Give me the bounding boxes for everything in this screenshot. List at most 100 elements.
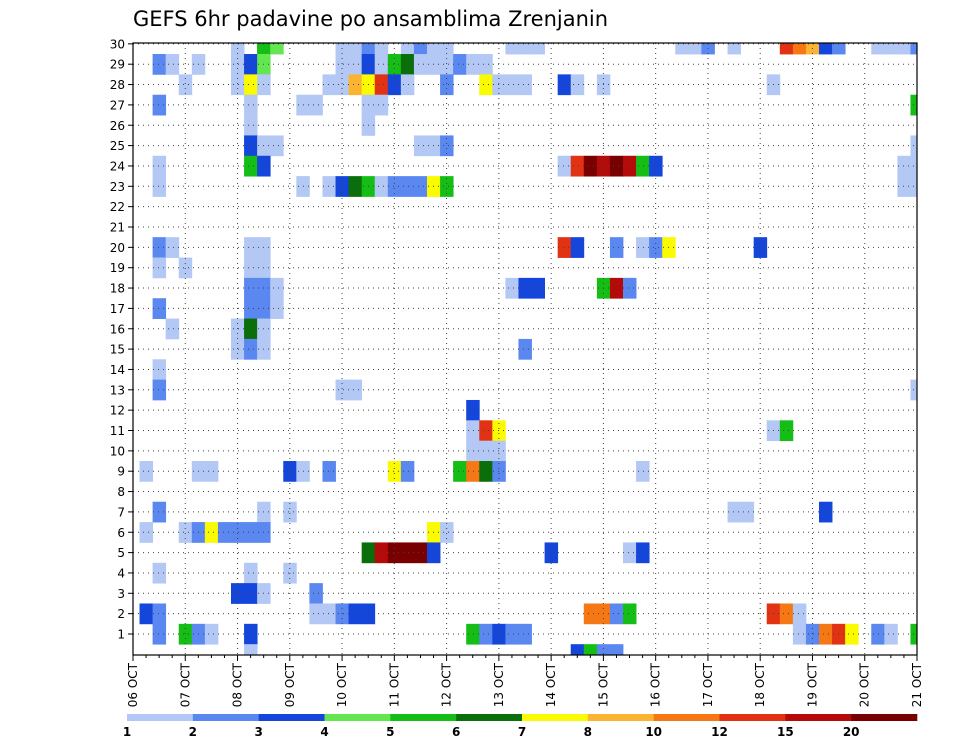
heatmap-cell	[152, 155, 167, 177]
heatmap-cell	[387, 542, 402, 564]
heatmap-cell	[924, 34, 937, 55]
heatmap-cell	[348, 379, 363, 401]
heatmap-cell	[387, 461, 402, 482]
heatmap-cell	[505, 43, 519, 55]
heatmap-cell	[466, 623, 480, 645]
heatmap-cell	[244, 338, 258, 360]
colorbar-swatch	[653, 714, 720, 721]
heatmap-cell	[217, 522, 232, 543]
y-tick-label: 14	[110, 363, 125, 377]
y-tick-label: 13	[110, 383, 125, 397]
x-tick-label: 14 OCT	[544, 662, 558, 707]
heatmap-cell	[440, 176, 454, 197]
y-tick-label: 18	[110, 282, 125, 296]
heatmap-cell	[231, 54, 245, 75]
y-tick-label: 22	[110, 200, 125, 214]
heatmap-cell	[413, 542, 428, 564]
heatmap-cell	[309, 603, 323, 625]
heatmap-cell	[270, 43, 284, 55]
y-tick-label: 7	[117, 505, 125, 519]
y-tick-label: 23	[110, 180, 125, 194]
heatmap-cell	[440, 54, 454, 75]
x-tick-label: 15 OCT	[596, 662, 610, 707]
heatmap-cell	[466, 420, 480, 442]
y-tick-label: 5	[117, 546, 125, 560]
heatmap-cell	[165, 54, 180, 75]
colorbar-swatch	[390, 714, 457, 721]
colorbar-label: 3	[254, 725, 262, 739]
y-tick-label: 21	[110, 221, 125, 235]
heatmap-cell	[413, 176, 428, 197]
heatmap-cell	[348, 74, 363, 96]
colorbar-swatch	[785, 714, 852, 721]
colorbar-swatch	[324, 714, 391, 721]
heatmap-cell	[257, 43, 271, 55]
heatmap-cell	[178, 623, 193, 645]
heatmap-cell	[583, 644, 598, 655]
heatmap-cell	[139, 461, 153, 482]
heatmap-cell	[400, 176, 415, 197]
heatmap-cell	[440, 43, 454, 55]
heatmap-cell	[322, 461, 336, 482]
heatmap-cell	[518, 43, 532, 55]
heatmap-cell	[779, 420, 794, 442]
heatmap-cell	[348, 176, 363, 197]
heatmap-cell	[518, 338, 532, 360]
heatmap-cell	[348, 54, 363, 75]
heatmap-cell	[335, 43, 349, 55]
heatmap-cell	[779, 603, 794, 625]
heatmap-cell	[374, 94, 389, 116]
heatmap-cell	[400, 461, 415, 482]
heatmap-cell	[897, 155, 911, 177]
heatmap-cell	[152, 562, 167, 584]
heatmap-cell	[596, 644, 611, 655]
y-tick-label: 24	[110, 159, 125, 173]
x-axis-ticks: 06 OCT 07 OCT 08 OCT 09 OCT 10 OCT 11 OCT 12 O…	[126, 655, 924, 707]
heatmap-cell	[152, 359, 167, 381]
heatmap-cell	[440, 522, 454, 543]
heatmap-cell	[270, 298, 284, 319]
heatmap-cell	[152, 603, 167, 625]
y-tick-label: 15	[110, 343, 125, 357]
heatmap-cell	[636, 461, 650, 482]
heatmap-cell	[244, 115, 258, 136]
y-tick-label: 6	[117, 526, 125, 540]
heatmap-cell	[897, 43, 911, 55]
colorbar-swatch	[719, 714, 786, 721]
heatmap-cell	[387, 176, 402, 197]
heatmap-cell	[832, 43, 846, 55]
heatmap-cell	[557, 74, 572, 96]
heatmap-cell	[871, 43, 885, 55]
x-tick-label: 19 OCT	[805, 662, 819, 707]
heatmap-cell	[152, 501, 167, 523]
heatmap-cell	[492, 420, 506, 442]
heatmap-cell	[244, 318, 258, 340]
heatmap-cell	[531, 43, 545, 55]
y-tick-label: 8	[117, 485, 125, 499]
heatmap-cell	[636, 542, 650, 564]
heatmap-cell	[139, 603, 153, 625]
x-tick-label: 07 OCT	[178, 662, 192, 707]
colorbar-swatch	[192, 714, 259, 721]
colorbar-label: 10	[645, 725, 662, 739]
heatmap-cell	[322, 603, 336, 625]
heatmap-cell	[244, 644, 258, 655]
heatmap-cell	[139, 522, 153, 543]
y-tick-label: 11	[110, 424, 125, 438]
x-tick-label: 12 OCT	[440, 662, 454, 707]
heatmap-cell	[244, 562, 258, 584]
heatmap-cell	[649, 155, 663, 177]
heatmap-cell	[479, 54, 493, 75]
y-tick-label: 9	[117, 465, 125, 479]
heatmap-cell	[440, 74, 454, 96]
heatmap-cell	[400, 43, 415, 55]
heatmap-cell	[231, 338, 245, 360]
heatmap-cell	[570, 644, 585, 655]
heatmap-cell	[505, 74, 519, 96]
heatmap-cell	[413, 135, 428, 157]
heatmap-cell	[244, 155, 258, 177]
colorbar-label: 2	[189, 725, 197, 739]
heatmap-cell	[466, 54, 480, 75]
grid-lines	[133, 43, 917, 655]
heatmap-cell	[466, 440, 480, 462]
